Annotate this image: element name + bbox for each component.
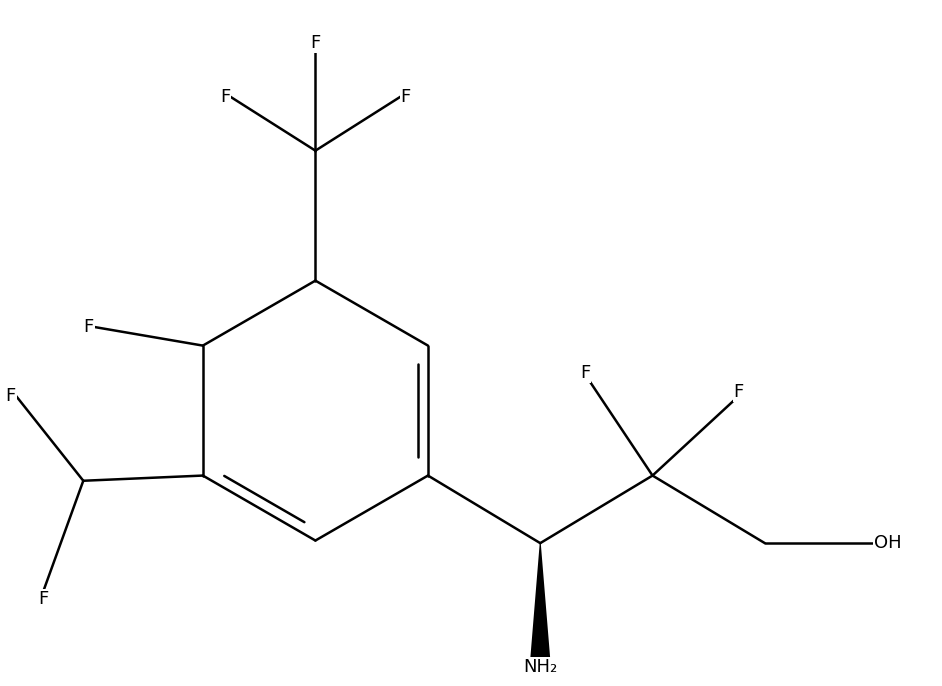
Text: F: F xyxy=(84,318,93,336)
Text: F: F xyxy=(400,88,411,106)
Text: F: F xyxy=(39,590,49,608)
Text: OH: OH xyxy=(874,534,901,552)
Text: F: F xyxy=(6,386,16,405)
Text: F: F xyxy=(734,383,744,401)
Text: NH₂: NH₂ xyxy=(523,657,558,676)
Polygon shape xyxy=(530,543,550,657)
Text: F: F xyxy=(580,364,590,382)
Text: F: F xyxy=(219,88,230,106)
Text: F: F xyxy=(310,34,320,52)
